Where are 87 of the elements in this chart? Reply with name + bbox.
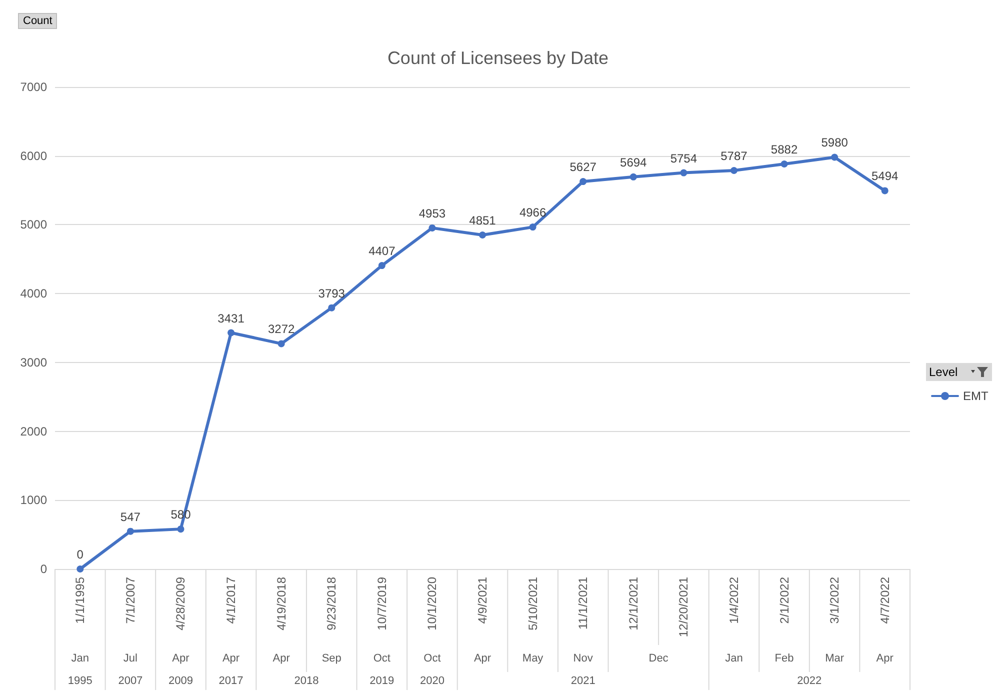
data-label: 5754 xyxy=(670,151,698,166)
data-label: 5980 xyxy=(821,136,848,150)
point xyxy=(580,178,587,186)
text: 2020 xyxy=(420,675,444,687)
x-tick-label: 12/1/2021 xyxy=(626,576,640,630)
text: 2018 xyxy=(294,675,319,687)
text: 1995 xyxy=(68,675,92,687)
x-tick-label: 12/20/2021 xyxy=(676,576,691,638)
point xyxy=(730,167,738,174)
y-tick-label: 0 xyxy=(40,562,48,576)
text: Dec xyxy=(648,652,669,664)
text: Jan xyxy=(71,652,90,664)
y-tick-label: 2000 xyxy=(20,424,48,438)
data-label: 3272 xyxy=(268,322,295,336)
y-tick-label: 1000 xyxy=(20,493,48,508)
text: 2017 xyxy=(218,675,244,687)
y-tick-label: 3000 xyxy=(20,355,48,370)
text: 2022 xyxy=(797,675,822,687)
data-label: 5627 xyxy=(570,160,597,174)
x-tick-label: 4/1/2017 xyxy=(224,576,238,624)
data-label: 4851 xyxy=(469,213,496,228)
x-tick-label: 4/9/2021 xyxy=(476,576,490,624)
point xyxy=(780,160,788,168)
point xyxy=(529,224,536,231)
y-axis-title: Count xyxy=(18,13,58,29)
text: Nov xyxy=(573,652,594,664)
text: Feb xyxy=(774,652,794,664)
text: Jan xyxy=(725,652,743,664)
text: 2009 xyxy=(168,675,193,687)
text: May xyxy=(522,652,544,664)
x-tick-label: 7/1/2007 xyxy=(123,576,138,624)
text: Mar xyxy=(825,652,844,664)
legend-label: EMT xyxy=(963,389,989,403)
y-tick-label: 5000 xyxy=(20,218,48,232)
point xyxy=(278,340,285,348)
data-label: 4953 xyxy=(418,206,446,220)
text: Apr xyxy=(474,652,492,664)
point xyxy=(378,262,386,270)
point xyxy=(881,187,888,194)
data-label: 5882 xyxy=(770,142,798,156)
data-label: 3793 xyxy=(318,286,346,300)
x-tick-label: 10/7/2019 xyxy=(374,576,389,630)
chart-title: Count of Licensees by Date xyxy=(387,48,609,68)
text: Apr xyxy=(172,652,190,664)
point xyxy=(328,304,336,312)
x-tick-label: 4/19/2018 xyxy=(274,576,288,630)
x-tick-label: 3/1/2022 xyxy=(828,576,842,624)
x-tick-label: 9/23/2018 xyxy=(324,576,339,630)
text: Oct xyxy=(424,652,441,664)
x-tick-label: 4/7/2022 xyxy=(878,576,892,624)
data-label: 5787 xyxy=(720,149,748,164)
text: Sep xyxy=(322,652,342,664)
text: Oct xyxy=(373,652,390,664)
text: 2021 xyxy=(570,675,596,687)
y-tick-label: 7000 xyxy=(20,80,48,94)
point xyxy=(126,528,134,535)
data-label: 5694 xyxy=(620,155,648,170)
point xyxy=(76,566,84,572)
text: Jul xyxy=(123,652,138,664)
data-label: 547 xyxy=(120,510,141,524)
x-tick-label: 2/1/2022 xyxy=(777,576,792,624)
point xyxy=(428,224,436,232)
x-tick-label: 11/1/2021 xyxy=(576,576,590,630)
point xyxy=(177,526,184,533)
data-label: 4966 xyxy=(519,206,546,220)
x-tick-label: 10/1/2020 xyxy=(425,576,440,630)
y-tick-label: 6000 xyxy=(20,148,48,163)
text: Apr xyxy=(876,652,894,664)
point xyxy=(228,329,235,336)
text: Apr xyxy=(222,652,240,664)
data-label: 5494 xyxy=(872,169,899,184)
point xyxy=(479,231,486,238)
point xyxy=(680,169,688,176)
x-tick-label: 4/28/2009 xyxy=(174,576,188,630)
legend-title: Level xyxy=(929,365,958,379)
data-label: 4407 xyxy=(368,244,396,258)
x-tick-label: 5/10/2021 xyxy=(526,576,540,630)
text: 2019 xyxy=(370,675,394,687)
point xyxy=(630,173,637,180)
data-label: 3431 xyxy=(218,311,245,326)
data-label: 0 xyxy=(76,548,84,562)
text: Apr xyxy=(272,652,290,664)
x-tick-label: 1/4/2022 xyxy=(726,576,741,624)
y-tick-label: 4000 xyxy=(20,286,48,301)
point xyxy=(831,154,838,161)
text: 2007 xyxy=(118,675,143,687)
x-tick-label: 1/1/1995 xyxy=(73,576,88,624)
